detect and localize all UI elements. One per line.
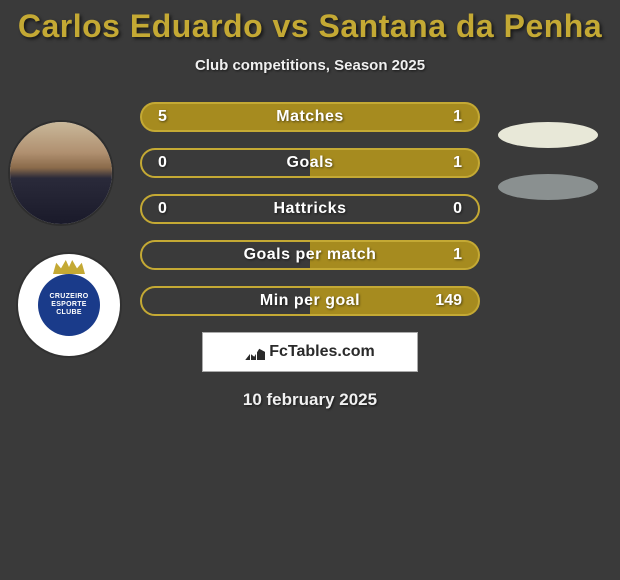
stat-label: Hattricks (142, 200, 478, 218)
stat-right-value: 149 (435, 292, 462, 310)
stat-right-value: 1 (453, 154, 462, 172)
blob-2 (498, 174, 598, 200)
club-badge-text: CRUZEIRO ESPORTE CLUBE (38, 293, 100, 316)
stat-row: Goals per match1 (140, 240, 480, 270)
stat-label: Min per goal (142, 292, 478, 310)
player-face-placeholder (10, 122, 112, 224)
comparison-area: CRUZEIRO ESPORTE CLUBE 5Matches10Goals10… (0, 102, 620, 410)
stat-label: Matches (142, 108, 478, 126)
stats-list: 5Matches10Goals10Hattricks0Goals per mat… (140, 102, 480, 316)
stat-row: 0Goals1 (140, 148, 480, 178)
stat-label: Goals per match (142, 246, 478, 264)
crown-icon (53, 260, 85, 274)
club-badge-left: CRUZEIRO ESPORTE CLUBE (18, 254, 120, 356)
stat-row: 5Matches1 (140, 102, 480, 132)
chart-icon (245, 344, 265, 360)
blob-1 (498, 122, 598, 148)
stat-right-value: 1 (453, 246, 462, 264)
subtitle: Club competitions, Season 2025 (0, 57, 620, 74)
player-photo-left (10, 122, 112, 224)
stat-label: Goals (142, 154, 478, 172)
stat-row: Min per goal149 (140, 286, 480, 316)
stat-right-value: 1 (453, 108, 462, 126)
stat-left-value: 0 (158, 200, 167, 218)
stat-row: 0Hattricks0 (140, 194, 480, 224)
date-text: 10 february 2025 (20, 390, 600, 410)
branding-box: FcTables.com (202, 332, 418, 372)
stat-left-value: 5 (158, 108, 167, 126)
stat-right-value: 0 (453, 200, 462, 218)
player-right-placeholder (498, 122, 598, 226)
branding-text: FcTables.com (269, 343, 375, 361)
stat-left-value: 0 (158, 154, 167, 172)
club-badge-circle: CRUZEIRO ESPORTE CLUBE (38, 274, 100, 336)
page-title: Carlos Eduardo vs Santana da Penha (0, 8, 620, 45)
